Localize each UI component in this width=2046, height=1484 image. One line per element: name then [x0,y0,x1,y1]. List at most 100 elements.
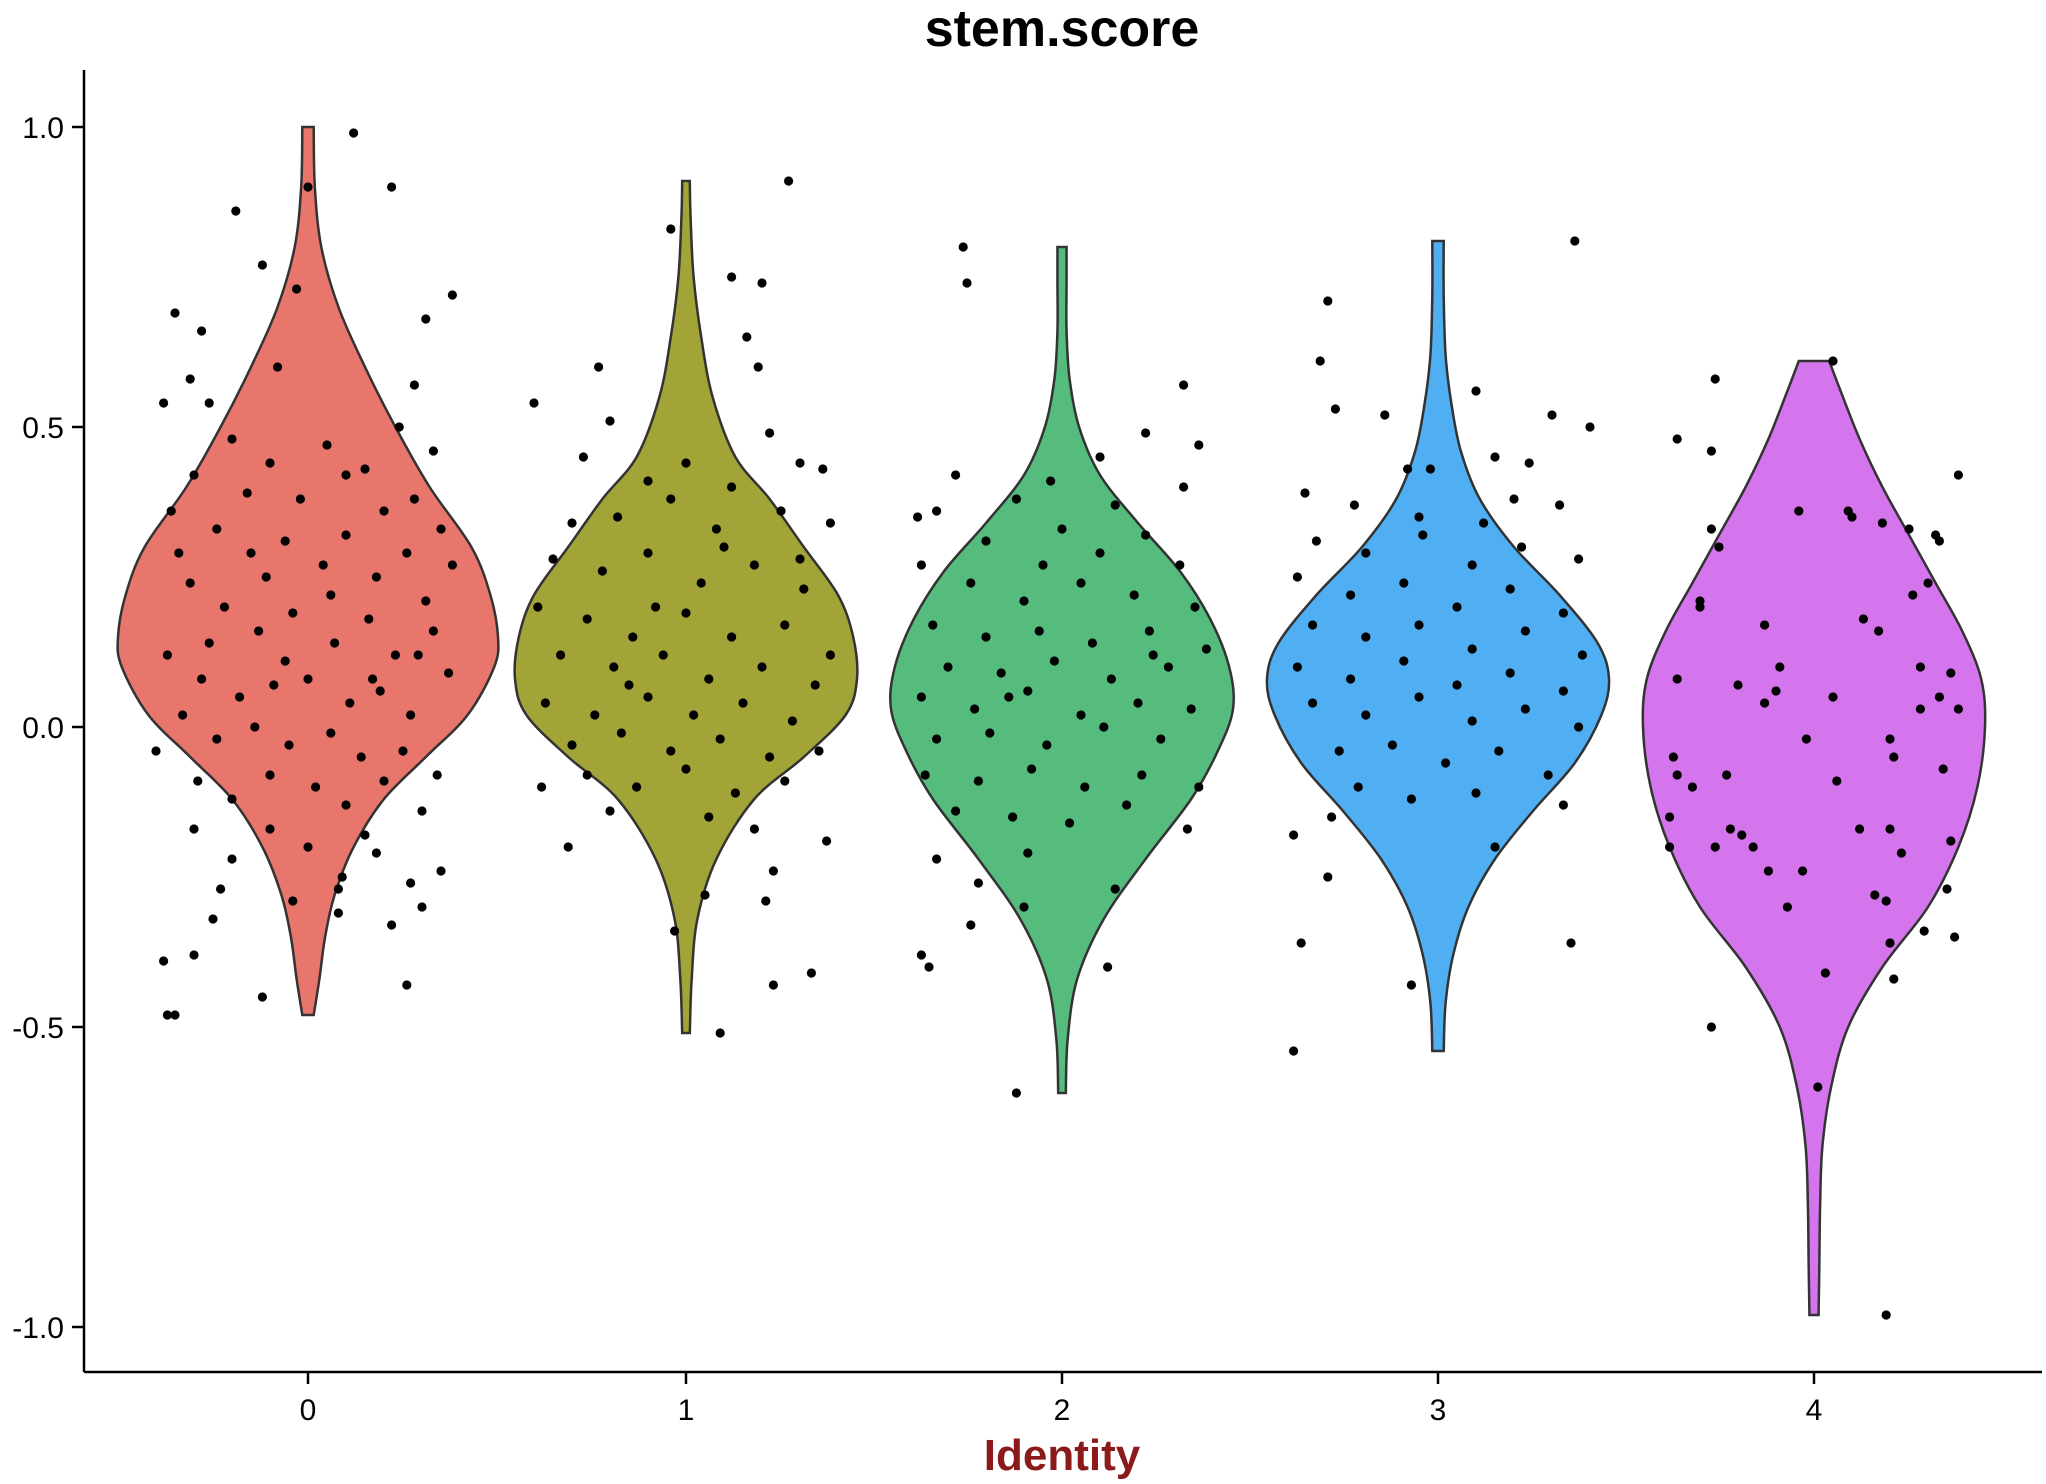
data-point [421,596,431,606]
data-point [1471,386,1481,396]
data-point [257,992,267,1002]
data-point [432,770,442,780]
data-point [1760,698,1770,708]
data-point [1870,890,1880,900]
data-point [1289,830,1299,840]
data-point [776,506,786,516]
data-point [727,272,737,282]
data-point [269,680,279,690]
data-point [1425,464,1435,474]
data-point [1057,524,1067,534]
data-point [1418,530,1428,540]
x-tick-label: 2 [1054,1394,1071,1427]
data-point [1346,590,1356,600]
data-point [447,290,457,300]
data-point [1467,644,1477,654]
data-point [1798,866,1808,876]
data-point [689,710,699,720]
data-point [1361,710,1371,720]
data-point [1414,692,1424,702]
data-point [428,446,438,456]
data-point [1133,698,1143,708]
data-point [970,704,980,714]
data-point [1672,434,1682,444]
data-point [303,674,313,684]
data-point [981,536,991,546]
data-point [1201,644,1211,654]
data-point [1023,686,1033,696]
data-point [447,560,457,570]
data-point [1008,812,1018,822]
data-point [799,584,809,594]
data-point [257,260,267,270]
data-point [1885,824,1895,834]
data-point [1103,962,1113,972]
data-point [768,980,779,990]
data-point [1414,512,1424,522]
data-point [1080,782,1090,792]
violin-0 [116,125,500,1017]
data-point [375,686,385,696]
data-point [1855,824,1865,834]
data-point [1494,746,1504,756]
data-point [1141,428,1151,438]
data-point [973,776,984,786]
data-point [537,782,547,792]
data-point [973,878,984,888]
data-point [189,824,199,834]
data-point [1406,980,1416,990]
data-point [371,848,381,858]
data-point [1953,470,1963,480]
data-point [428,626,438,636]
data-point [681,458,691,468]
data-point [219,602,229,612]
data-point [436,866,446,876]
data-point [920,770,930,780]
data-point [556,650,566,660]
data-point [1300,488,1310,498]
data-point [1570,236,1580,246]
data-point [265,770,275,780]
data-point [162,1010,172,1020]
data-point [1801,734,1811,744]
violins-layer [116,125,1987,1317]
data-point [303,182,313,192]
data-point [1292,662,1302,672]
data-point [1194,782,1204,792]
data-point [1292,572,1302,582]
data-point [1687,782,1697,792]
data-point [1574,722,1584,732]
data-point [235,692,245,702]
data-point [666,746,676,756]
y-tick-label: 1.0 [22,112,64,145]
data-point [1885,734,1895,744]
data-point [1106,674,1116,684]
data-point [651,602,661,612]
data-point [951,806,961,816]
data-point [1479,518,1489,528]
data-point [265,824,275,834]
data-point [916,950,927,960]
data-point [1763,866,1773,876]
data-point [1403,464,1413,474]
y-tick-label: 0.5 [22,412,64,445]
data-point [913,512,923,522]
data-point [1095,548,1105,558]
data-point [273,362,283,372]
data-point [227,854,237,864]
data-point [1733,680,1743,690]
data-point [1349,500,1359,510]
data-point [242,488,252,498]
data-point [204,638,214,648]
data-point [1406,794,1416,804]
data-point [409,494,419,504]
data-point [1858,614,1868,624]
data-point [1889,974,1899,984]
data-point [1934,692,1944,702]
data-point [1782,902,1792,912]
data-point [1194,440,1204,450]
data-point [704,812,714,822]
data-point [1467,560,1477,570]
data-point [1019,902,1029,912]
